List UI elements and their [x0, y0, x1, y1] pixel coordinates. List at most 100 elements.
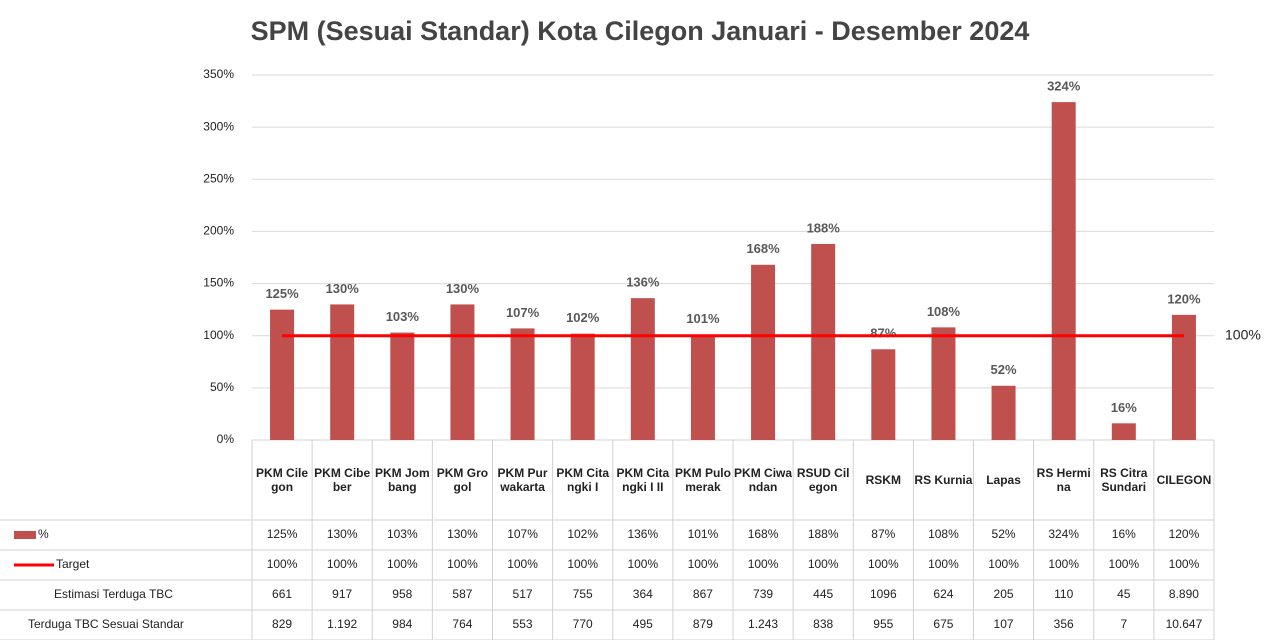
- table-cell: 205: [994, 587, 1014, 601]
- table-cell: 755: [573, 587, 593, 601]
- legend-key: [14, 531, 36, 539]
- x-tick-label-box: RS Hermina: [1037, 466, 1091, 494]
- table-cell: 445: [813, 587, 833, 601]
- table-cell: 100%: [507, 557, 538, 571]
- table-cell: 955: [873, 617, 893, 631]
- data-label: 101%: [686, 311, 720, 326]
- bar: [330, 304, 355, 440]
- table-cell: 10.647: [1166, 617, 1203, 631]
- bar: [690, 334, 715, 440]
- x-tick-label-box: PKM Jombang: [374, 466, 430, 494]
- legend-label: %: [38, 527, 49, 541]
- x-tick-label-box: PKM Purwakarta: [498, 466, 548, 494]
- x-tick-label: PKM Jombang: [374, 466, 430, 494]
- x-tick-label: RS Kurnia: [914, 473, 973, 487]
- table-cell: 45: [1117, 587, 1131, 601]
- data-label: 52%: [991, 362, 1017, 377]
- table-cell: 100%: [627, 557, 658, 571]
- bar: [991, 385, 1016, 440]
- bar: [1171, 314, 1196, 440]
- table-cell: 100%: [988, 557, 1019, 571]
- data-label: 136%: [626, 275, 660, 290]
- data-label: 188%: [807, 220, 841, 235]
- table-cell: 100%: [567, 557, 598, 571]
- y-tick-label: 200%: [203, 224, 234, 238]
- data-label: 168%: [746, 241, 780, 256]
- table-cell: 8.890: [1169, 587, 1199, 601]
- table-cell: 107%: [507, 527, 538, 541]
- table-cell: 829: [272, 617, 292, 631]
- table-cell: 764: [452, 617, 472, 631]
- y-tick-label: 50%: [210, 380, 234, 394]
- table-cell: 120%: [1169, 527, 1200, 541]
- table-cell: 108%: [928, 527, 959, 541]
- table-cell: 984: [392, 617, 412, 631]
- table-row-label: Estimasi Terduga TBC: [54, 587, 173, 601]
- x-tick-label: RSKM: [865, 473, 901, 487]
- table-cell: 136%: [627, 527, 658, 541]
- table-cell: 130%: [447, 527, 478, 541]
- bar: [510, 328, 535, 440]
- data-label: 120%: [1167, 291, 1201, 306]
- table-cell: 495: [633, 617, 653, 631]
- legend-label: Target: [56, 557, 90, 571]
- table-cell: 101%: [688, 527, 719, 541]
- table-cell: 364: [633, 587, 653, 601]
- x-tick-label: RSUD Cilegon: [796, 466, 850, 494]
- bar: [1051, 102, 1076, 440]
- bar: [1111, 423, 1136, 440]
- table-row-label: Terduga TBC Sesuai Standar: [28, 617, 184, 631]
- target-annotation: 100%: [1225, 326, 1261, 342]
- x-tick-label-box: PKM Citangki I II: [616, 466, 669, 494]
- table-cell: 7: [1120, 617, 1127, 631]
- table-cell: 739: [753, 587, 773, 601]
- y-tick-label: 100%: [203, 328, 234, 342]
- x-tick-label-box: RSUD Cilegon: [796, 466, 850, 494]
- x-tick-label-box: PKM Grogol: [437, 466, 488, 494]
- y-tick-label: 150%: [203, 276, 234, 290]
- table-cell: 838: [813, 617, 833, 631]
- table-cell: 100%: [387, 557, 418, 571]
- bar: [871, 349, 896, 440]
- y-tick-label: 0%: [217, 432, 235, 446]
- table-cell: 867: [693, 587, 713, 601]
- table-cell: 1.243: [748, 617, 778, 631]
- data-label: 107%: [506, 305, 540, 320]
- x-tick-label-box: PKM Citangki I: [556, 466, 609, 494]
- table-cell: 130%: [327, 527, 358, 541]
- y-tick-label: 250%: [203, 171, 234, 185]
- x-tick-label: PKM Ciwandan: [734, 466, 793, 494]
- table-cell: 587: [452, 587, 472, 601]
- x-tick-label: RS Citra Sundari: [1100, 466, 1148, 494]
- table-cell: 100%: [447, 557, 478, 571]
- x-tick-label: PKM Pulomerak: [674, 466, 731, 494]
- table-cell: 517: [513, 587, 533, 601]
- data-label: 16%: [1111, 400, 1137, 415]
- table-cell: 661: [272, 587, 292, 601]
- data-label: 125%: [265, 286, 299, 301]
- table-cell: 103%: [387, 527, 418, 541]
- table-cell: 917: [332, 587, 352, 601]
- data-label: 103%: [386, 309, 420, 324]
- data-label: 324%: [1047, 79, 1081, 94]
- table-cell: 52%: [992, 527, 1016, 541]
- x-tick-label-box: RS Kurnia: [914, 473, 973, 487]
- chart-title: SPM (Sesuai Standar) Kota Cilegon Januar…: [251, 16, 1030, 46]
- table-cell: 100%: [267, 557, 298, 571]
- data-label: 108%: [927, 304, 961, 319]
- table-cell: 102%: [567, 527, 598, 541]
- x-tick-label-box: PKM Pulomerak: [674, 466, 731, 494]
- x-tick-label-box: CILEGON: [1157, 473, 1212, 487]
- y-tick-label: 300%: [203, 119, 234, 133]
- table-cell: 879: [693, 617, 713, 631]
- x-tick-label-box: PKM Ciwandan: [734, 466, 793, 494]
- table-cell: 100%: [868, 557, 899, 571]
- table-cell: 100%: [808, 557, 839, 571]
- table-cell: 958: [392, 587, 412, 601]
- table-cell: 100%: [327, 557, 358, 571]
- table-cell: 100%: [748, 557, 779, 571]
- bar: [811, 243, 836, 440]
- bar: [751, 264, 776, 440]
- table-cell: 168%: [748, 527, 779, 541]
- table-cell: 87%: [871, 527, 895, 541]
